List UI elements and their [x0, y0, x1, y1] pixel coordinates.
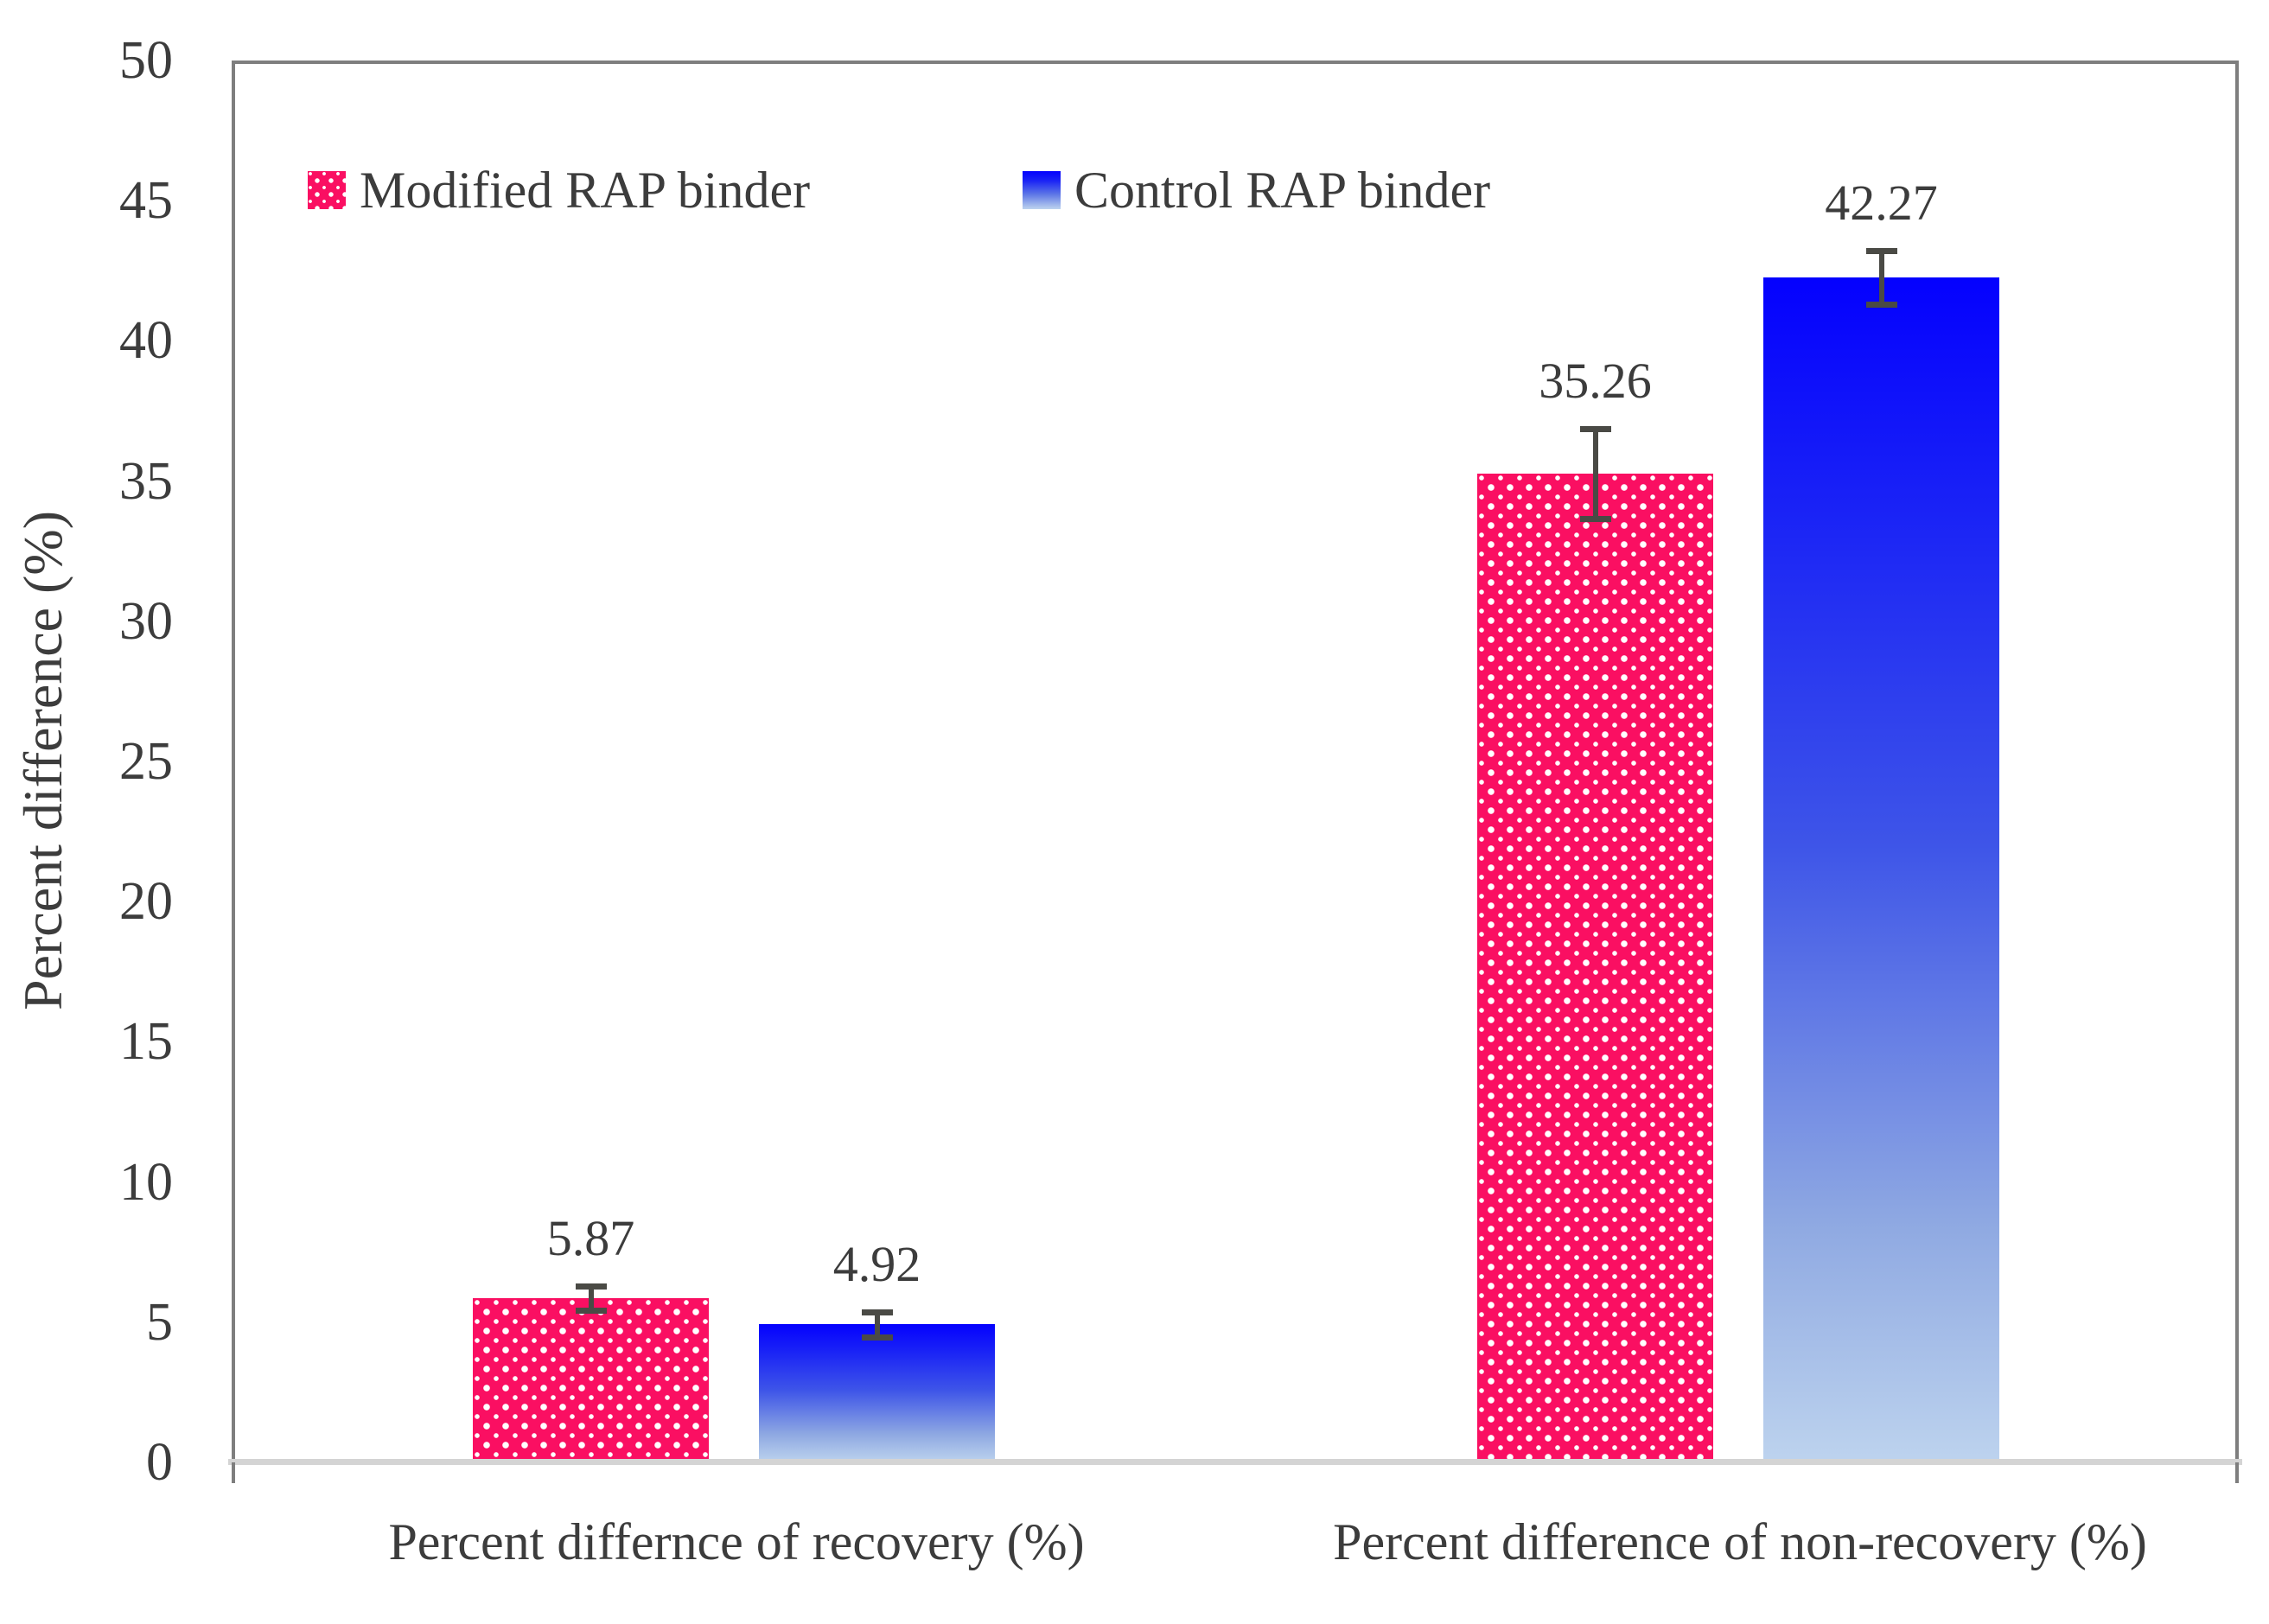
category-label-non-recovery: Percent difference of non-recovery (%) [1333, 1513, 2147, 1570]
error-bar-cap [1579, 426, 1611, 433]
y-tick-label: 10 [119, 1152, 173, 1212]
bar-value-label: 42.27 [1825, 174, 1938, 231]
bar-value-label: 35.26 [1539, 353, 1652, 410]
y-tick-label: 15 [119, 1012, 173, 1072]
error-bar [874, 1312, 880, 1337]
category-label-recovery: Percent differnce of recovery (%) [388, 1513, 1085, 1570]
x-axis-tick-left [232, 1462, 235, 1483]
legend-item-modified: Modified RAP binder [308, 164, 810, 216]
error-bar-cap [1579, 516, 1611, 523]
bar-modified-1 [1477, 474, 1713, 1462]
bar-control-1 [1763, 277, 1999, 1462]
error-bar [588, 1285, 594, 1310]
y-tick-label: 40 [119, 311, 173, 371]
error-bar [1592, 429, 1598, 519]
error-bar-cap [861, 1309, 893, 1316]
x-axis-tick-right [2235, 1462, 2239, 1483]
y-tick-label: 0 [146, 1433, 173, 1492]
y-tick-label: 5 [146, 1292, 173, 1352]
error-bar-cap [1865, 247, 1897, 254]
bar-control-0 [759, 1324, 995, 1462]
y-tick-label: 45 [119, 171, 173, 231]
legend-label-modified: Modified RAP binder [360, 162, 811, 219]
y-axis-tick-labels: 0 5 10 15 20 25 30 35 40 45 50 [0, 31, 173, 1492]
x-axis-line [228, 1459, 2242, 1465]
y-tick-label: 50 [119, 31, 173, 90]
error-bar-cap [1865, 301, 1897, 308]
error-bar-cap [861, 1334, 893, 1341]
error-bar-cap [575, 1283, 607, 1290]
legend-label-control: Control RAP binder [1074, 162, 1491, 219]
legend-item-control: Control RAP binder [1023, 164, 1490, 216]
bar-value-label: 5.87 [546, 1209, 635, 1266]
y-tick-label: 20 [119, 872, 173, 932]
bar-modified-0 [473, 1297, 709, 1462]
error-bar [1878, 250, 1884, 304]
legend-swatch-control [1023, 171, 1061, 209]
y-tick-label: 30 [119, 591, 173, 651]
bar-value-label: 4.92 [832, 1236, 921, 1293]
plot-area: 5.87 4.92 35.26 42.27 [232, 61, 2239, 1462]
legend-swatch-modified [308, 171, 346, 209]
y-tick-label: 35 [119, 451, 173, 511]
error-bar-cap [575, 1307, 607, 1314]
y-tick-label: 25 [119, 732, 173, 791]
